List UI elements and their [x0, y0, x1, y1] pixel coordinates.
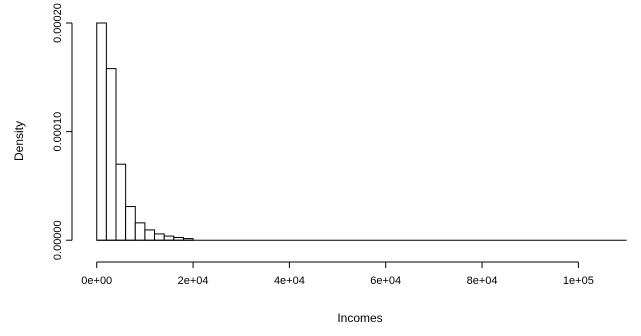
histogram-bar	[125, 206, 136, 241]
x-tick-label: 2e+04	[178, 275, 209, 287]
x-tick-label: 4e+04	[274, 275, 305, 287]
y-axis: 0.00000 0.00010 0.00020	[52, 3, 73, 260]
histogram-bar	[115, 163, 127, 241]
histogram-bars	[96, 22, 194, 241]
x-tick-label: 8e+04	[467, 275, 498, 287]
histogram-bar	[144, 229, 156, 241]
histogram-bar	[96, 22, 107, 241]
histogram-bar	[134, 222, 146, 241]
histogram-bar	[154, 233, 165, 241]
y-axis-title: Density	[12, 121, 26, 161]
x-tick-label: 0e+00	[81, 275, 112, 287]
x-tick-label: 6e+04	[370, 275, 401, 287]
histogram-bar	[105, 68, 117, 241]
x-axis-title: Incomes	[337, 311, 382, 325]
y-tick-label: 0.00000	[52, 220, 64, 260]
x-axis: 0e+00 2e+04 4e+04 6e+04 8e+04 1e+05	[81, 261, 594, 287]
y-tick-label: 0.00020	[52, 3, 64, 43]
x-tick-label: 1e+05	[563, 275, 594, 287]
y-tick-label: 0.00010	[52, 112, 64, 152]
histogram-bar	[163, 235, 175, 241]
